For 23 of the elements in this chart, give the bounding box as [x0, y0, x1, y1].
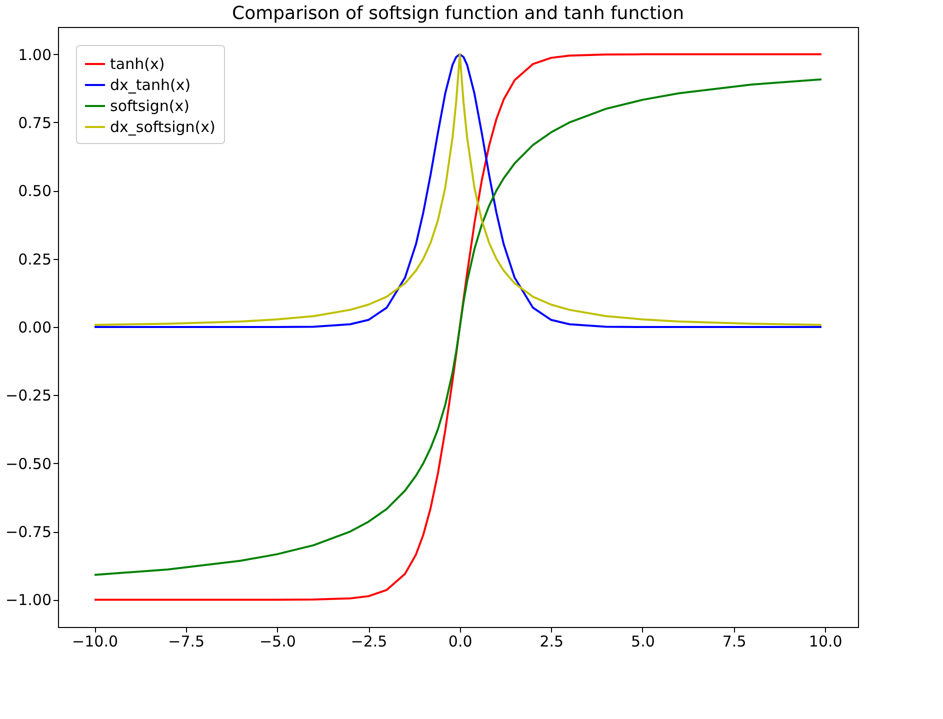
y-tick-label: −0.50 — [6, 454, 52, 473]
x-tick-label: −2.5 — [350, 632, 388, 650]
y-tick-label: 0.50 — [18, 182, 52, 200]
x-tick-label: 5.0 — [631, 632, 655, 650]
y-tick-label: 0.00 — [18, 318, 52, 336]
y-tick-label: −0.25 — [6, 386, 52, 405]
legend-label: dx_softsign(x) — [110, 118, 216, 136]
x-tick-label: 7.5 — [722, 632, 746, 650]
y-tick-label: 0.75 — [18, 114, 52, 132]
legend-label: tanh(x) — [110, 55, 165, 73]
chart-title: Comparison of softsign function and tanh function — [232, 3, 684, 24]
legend-label: dx_tanh(x) — [110, 76, 191, 94]
x-tick-label: 2.5 — [540, 632, 564, 650]
x-tick-label: −7.5 — [168, 632, 205, 650]
legend-label: softsign(x) — [110, 97, 190, 115]
x-tick-label: −10.0 — [72, 632, 118, 650]
x-tick-label: −5.0 — [259, 632, 296, 650]
y-tick-label: 0.25 — [18, 250, 52, 268]
y-tick-label: −0.75 — [6, 523, 52, 542]
y-tick-label: 1.00 — [18, 46, 52, 64]
y-tick-label: −1.00 — [6, 591, 52, 610]
x-tick-label: 0.0 — [448, 632, 472, 650]
x-tick-label: 10.0 — [808, 632, 842, 650]
